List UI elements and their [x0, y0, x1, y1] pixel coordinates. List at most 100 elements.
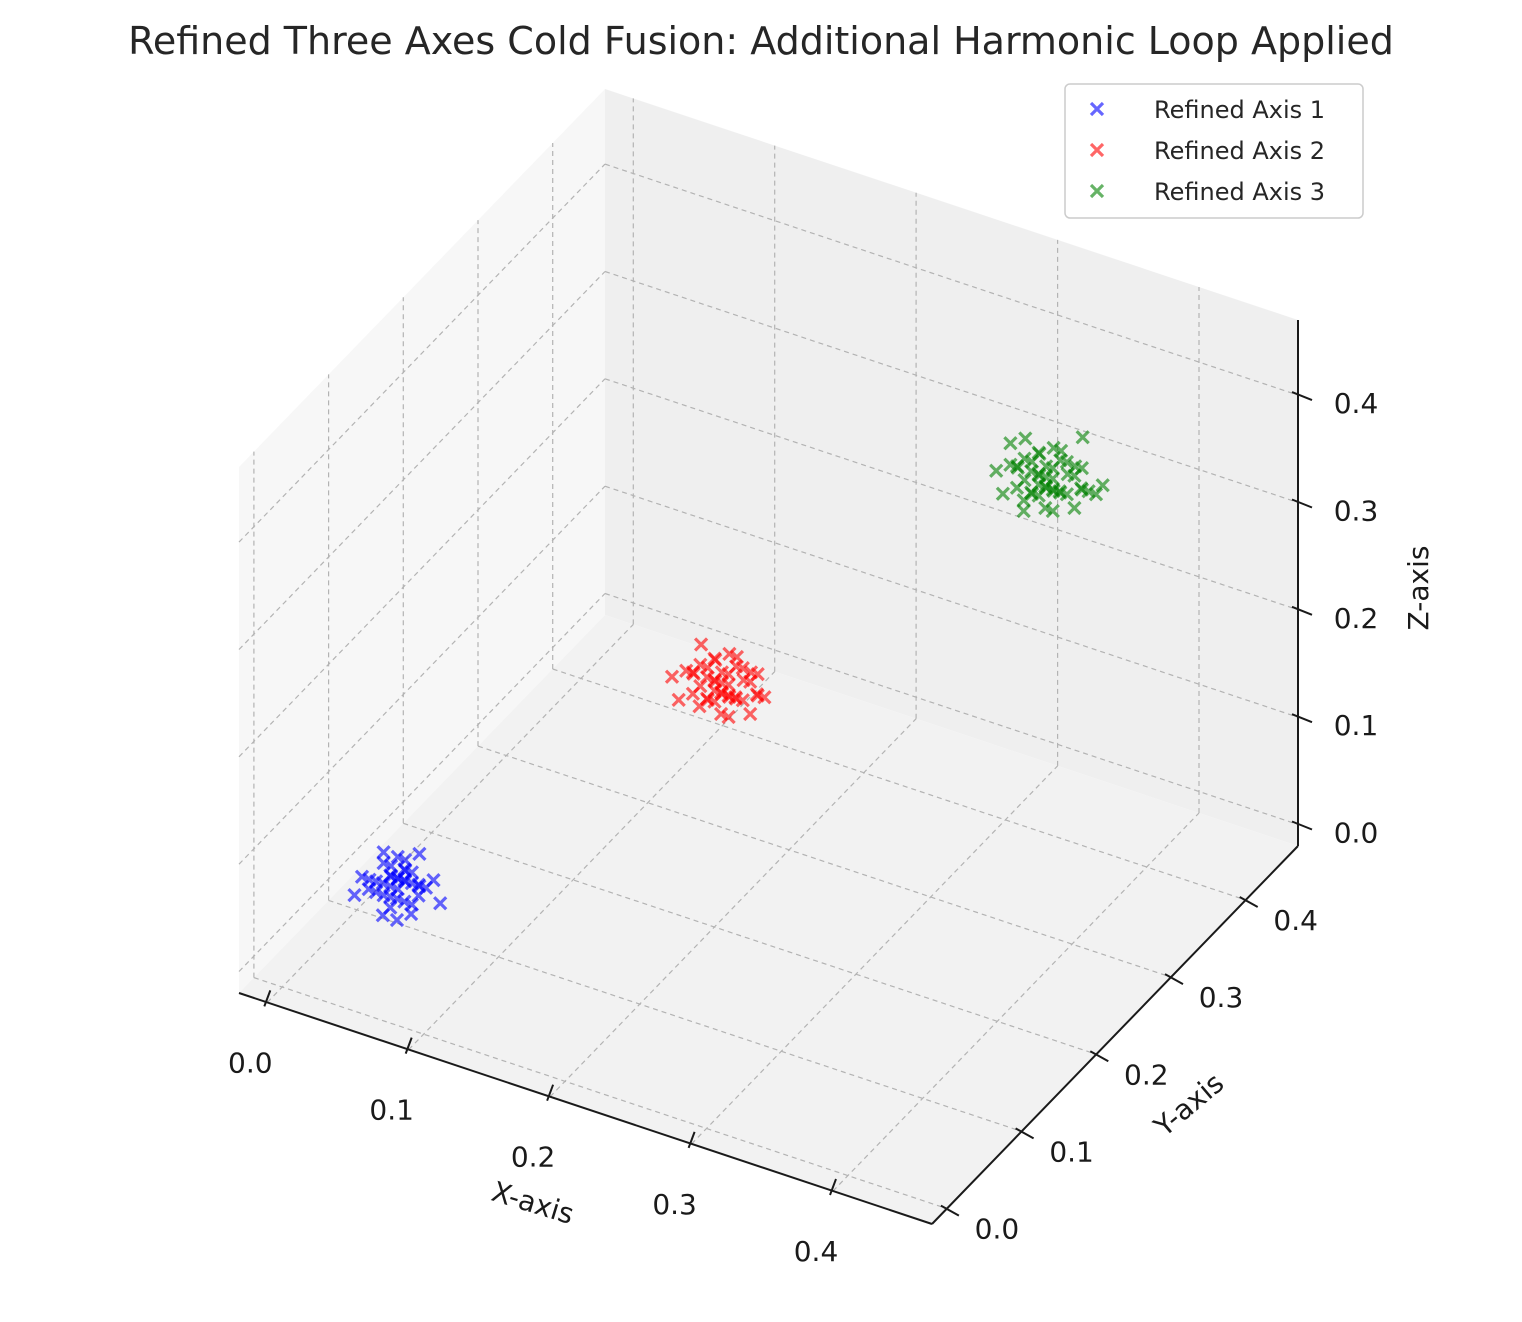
y-tick-label: 0.3 [1199, 981, 1244, 1014]
z-tick-label: 0.2 [1334, 602, 1379, 635]
grid-line [266, 623, 634, 1003]
tick-labels: 0.0 0.0 0.0 0.1 0.1 0.1 0.2 0.2 0.2 0.3 0.3 0.3 0.4 0… [228, 387, 1378, 1268]
legend: Refined Axis 1 Refined Axis 2 Refined Axis… [1064, 83, 1364, 219]
chart-title: Refined Three Axes Cold Fusion: Addition… [128, 19, 1394, 63]
data-point [376, 845, 391, 860]
y-tick-label: 0.2 [1124, 1058, 1169, 1091]
legend-label: Refined Axis 2 [1154, 137, 1325, 165]
data-point [1009, 459, 1025, 474]
pane-left [239, 89, 605, 993]
data-point [995, 486, 1011, 501]
data-point [376, 888, 391, 903]
x-tick-label: 0.0 [228, 1046, 273, 1079]
data-point [1018, 431, 1033, 446]
grid-line [253, 977, 948, 1210]
z-tick-mark [1291, 713, 1313, 724]
z-tick-mark [1291, 605, 1313, 616]
x-tick-mark [687, 1131, 696, 1149]
data-point [1016, 503, 1031, 519]
grid-line [691, 765, 1059, 1145]
data-point [347, 887, 362, 903]
data-point [397, 894, 412, 909]
data-point [375, 875, 390, 891]
data-point [729, 649, 745, 665]
data-point [404, 897, 420, 912]
data-point [1031, 466, 1046, 482]
legend-label: Refined Axis 3 [1154, 178, 1325, 206]
grid-line [604, 592, 1299, 826]
data-point [354, 869, 370, 884]
data-point [1038, 500, 1053, 516]
data-point [1073, 481, 1089, 496]
data-point [398, 874, 413, 889]
data-point [1053, 443, 1069, 459]
data-point [376, 855, 391, 871]
grid-line [238, 593, 606, 972]
z-tick-mark [1291, 391, 1313, 402]
data-point [1088, 487, 1104, 502]
y-tick-mark [1239, 896, 1259, 908]
z-tick-mark [1291, 820, 1313, 831]
grid-line [604, 270, 1299, 504]
legend-marker [1089, 183, 1105, 199]
grid-lines [238, 98, 1299, 1210]
legend-box [1064, 83, 1364, 219]
data-point [433, 896, 448, 911]
legend-marker [1089, 142, 1105, 158]
y-tick-mark [1015, 1127, 1035, 1140]
data-point [722, 646, 737, 662]
data-point [1045, 503, 1060, 519]
data-point [383, 858, 399, 874]
data-point [1031, 477, 1046, 492]
data-point [412, 846, 427, 862]
grid-line [403, 822, 1097, 1055]
data-point [390, 871, 405, 886]
data-point [411, 888, 426, 903]
grid-line [552, 668, 1246, 901]
x-tick-label: 0.4 [794, 1235, 839, 1268]
data-point [693, 637, 709, 652]
data-point [707, 683, 722, 698]
z-tick-label: 0.0 [1334, 817, 1379, 850]
grid-line [604, 485, 1299, 718]
data-point [1024, 454, 1040, 469]
data-point [700, 660, 715, 675]
data-point [1095, 478, 1110, 493]
x-tick-mark [546, 1084, 555, 1102]
data-point [1045, 482, 1060, 497]
data-point [1045, 460, 1060, 476]
data-point [671, 692, 686, 708]
data-point [426, 872, 441, 888]
grid-line [604, 163, 1299, 396]
grid-line [408, 671, 776, 1051]
y-axis-line [931, 845, 1299, 1225]
y-tick-mark [1089, 1050, 1109, 1063]
data-point [1046, 440, 1061, 456]
data-point [398, 852, 413, 868]
grid-line [328, 899, 1022, 1132]
z-tick-label: 0.1 [1334, 709, 1379, 742]
y-tick-mark [1164, 973, 1184, 985]
data-point [1067, 500, 1082, 516]
grid-line [238, 378, 606, 758]
data-point [404, 865, 420, 880]
series-refined-axis-1 [347, 845, 448, 928]
data-point [750, 666, 765, 682]
x-tick-label: 0.3 [652, 1188, 697, 1221]
z-tick-label: 0.4 [1334, 387, 1379, 420]
z-tick-mark [1291, 498, 1313, 509]
data-point [693, 678, 708, 694]
legend-marker [1089, 101, 1105, 117]
data-point [989, 463, 1004, 478]
data-point [749, 687, 765, 702]
y-tick-label: 0.0 [975, 1213, 1020, 1246]
x-tick-mark [404, 1037, 413, 1054]
grid-line [549, 718, 917, 1098]
data-point [1003, 436, 1018, 451]
z-axis-label: Z-axis [1402, 546, 1435, 631]
axes [238, 320, 1299, 1225]
grid-line [238, 271, 606, 650]
y-tick-mark [940, 1204, 960, 1217]
x-tick-mark [829, 1178, 837, 1196]
data-point [713, 706, 729, 722]
